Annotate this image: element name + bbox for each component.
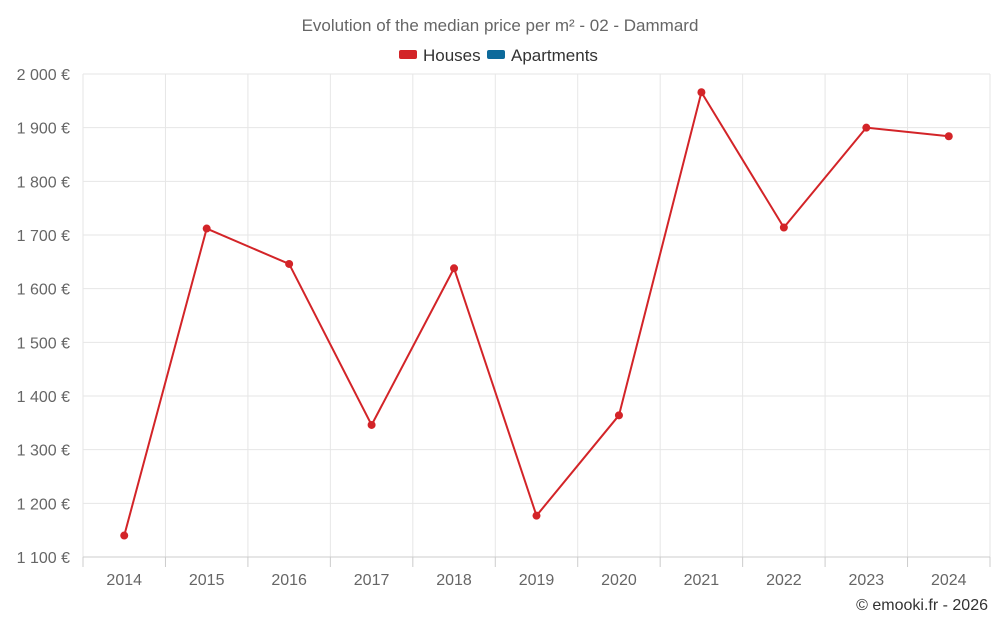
y-tick-label: 1 700 €: [17, 228, 70, 245]
x-tick-label: 2018: [436, 572, 472, 589]
legend-item-apartments: Apartments: [487, 46, 598, 65]
series-layer: [120, 88, 953, 540]
data-point: [450, 264, 459, 273]
x-tick-label: 2021: [684, 572, 720, 589]
x-tick-label: 2023: [849, 572, 885, 589]
chart-title: Evolution of the median price per m² - 0…: [302, 16, 699, 35]
y-tick-label: 2 000 €: [17, 67, 70, 84]
x-tick-label: 2016: [271, 572, 307, 589]
x-tick-label: 2020: [601, 572, 637, 589]
y-tick-label: 1 800 €: [17, 174, 70, 191]
data-point: [614, 411, 623, 420]
x-tick-label: 2017: [354, 572, 390, 589]
y-tick-label: 1 500 €: [17, 335, 70, 352]
chart-credit: © emooki.fr - 2026: [856, 597, 988, 614]
x-tick-label: 2015: [189, 572, 225, 589]
x-tick-label: 2019: [519, 572, 555, 589]
data-point: [120, 531, 129, 540]
legend-label: Houses: [423, 46, 481, 65]
data-point: [697, 88, 706, 97]
data-point: [367, 420, 376, 429]
x-tick-label: 2014: [106, 572, 142, 589]
data-point: [202, 224, 211, 233]
y-tick-label: 1 600 €: [17, 282, 70, 299]
y-tick-label: 1 300 €: [17, 443, 70, 460]
y-axis: 1 100 € 1 200 € 1 300 € 1 400 € 1 500 € 1 600…: [17, 67, 70, 567]
data-point: [285, 259, 294, 268]
data-point: [779, 223, 788, 232]
legend: Houses Apartments: [399, 46, 598, 65]
legend-swatch: [399, 50, 417, 59]
y-tick-label: 1 100 €: [17, 550, 70, 567]
y-tick-label: 1 200 €: [17, 496, 70, 513]
legend-swatch: [487, 50, 505, 59]
data-point: [862, 123, 871, 132]
y-tick-label: 1 400 €: [17, 389, 70, 406]
x-axis: 2014 2015 2016 2017 2018 2019 2020 2021 2022 2023…: [82, 556, 991, 589]
legend-item-houses: Houses: [399, 46, 481, 65]
data-point: [944, 132, 953, 141]
x-tick-label: 2022: [766, 572, 802, 589]
data-point: [532, 511, 541, 520]
y-tick-label: 1 900 €: [17, 121, 70, 138]
gridlines: [82, 73, 991, 558]
x-tick-label: 2024: [931, 572, 967, 589]
legend-label: Apartments: [511, 46, 598, 65]
